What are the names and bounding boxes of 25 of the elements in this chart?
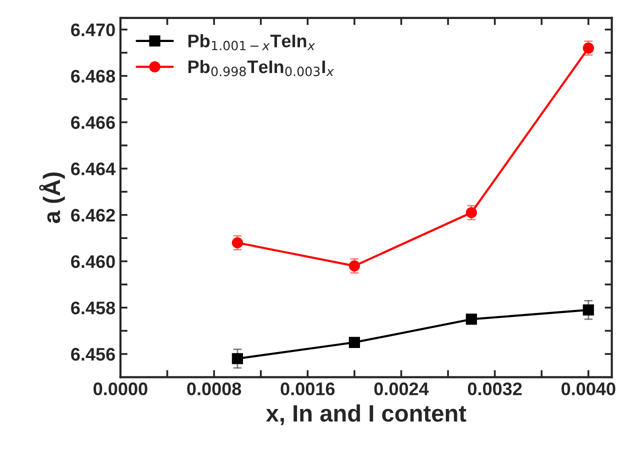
- y-tick-label: 6.460: [71, 255, 115, 268]
- y-tick-label: 6.462: [71, 208, 115, 222]
- point: [466, 314, 477, 325]
- y-tick-label: 6.470: [71, 23, 115, 36]
- x-tick-label: 0.0024: [374, 382, 429, 396]
- point: [232, 353, 244, 364]
- legend-label: Pb$_{0.998}$TeIn$_{0.003}$I$_{x}$: [188, 60, 334, 76]
- legend-label: Pb$_{1.001−x}$TeIn$_{x}$: [188, 34, 316, 50]
- y-tick-label: 6.468: [71, 70, 116, 83]
- x-tick-label: 0.0016: [280, 382, 335, 396]
- point: [582, 304, 594, 316]
- point: [348, 260, 360, 272]
- x-tick-label: 0.0032: [468, 382, 522, 396]
- y-axis-title: a (Å): [39, 172, 65, 224]
- y-tick-label: 6.464: [71, 162, 116, 176]
- x-axis-title: x, In and I content: [266, 404, 466, 426]
- point: [582, 42, 594, 54]
- x-tick-label: 0.0008: [187, 382, 242, 396]
- y-tick-label: 6.456: [71, 348, 115, 361]
- point: [348, 336, 360, 348]
- y-tick-label: 6.466: [71, 116, 115, 129]
- point: [466, 207, 477, 218]
- x-tick-label: 0.0040: [562, 382, 616, 396]
- x-tick-label: 0.0000: [94, 382, 148, 396]
- y-tick-label: 6.458: [71, 302, 116, 314]
